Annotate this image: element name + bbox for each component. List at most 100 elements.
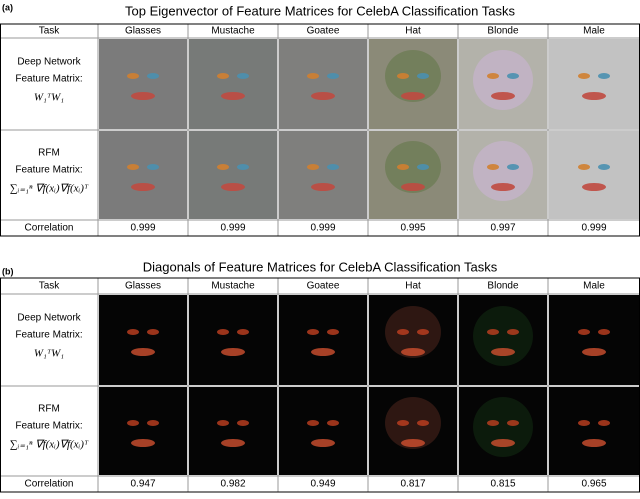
image-blob <box>397 164 409 170</box>
correlation-value: 0.999 <box>130 223 155 234</box>
formula: W₁ᵀW₁ <box>34 348 64 360</box>
image-blob <box>147 164 159 170</box>
correlation-value: 0.949 <box>310 479 335 490</box>
image-blob <box>131 183 155 191</box>
image-blob <box>473 141 533 201</box>
row-label: Deep Network <box>17 57 81 68</box>
image-blob <box>217 73 229 79</box>
image-blob <box>385 50 441 102</box>
feature-image <box>549 131 639 219</box>
image-blob <box>578 329 590 335</box>
image-blob <box>487 164 499 170</box>
feature-image <box>189 131 277 219</box>
image-blob <box>217 420 229 426</box>
correlation-value: 0.999 <box>220 223 245 234</box>
image-blob <box>507 420 519 426</box>
image-blob <box>131 92 155 100</box>
image-blob <box>131 439 155 447</box>
image-blob <box>385 397 441 449</box>
image-blob <box>237 164 249 170</box>
image-blob <box>401 348 425 356</box>
formula: W₁ᵀW₁ <box>34 92 64 104</box>
feature-image <box>279 387 367 475</box>
image-blob <box>507 329 519 335</box>
image-blob <box>582 92 606 100</box>
feature-image <box>99 387 187 475</box>
column-header: Blonde <box>487 26 519 37</box>
image-blob <box>311 439 335 447</box>
image-blob <box>237 329 249 335</box>
image-blob <box>598 73 610 79</box>
feature-image <box>189 39 277 129</box>
image-blob <box>582 183 606 191</box>
row-label: Feature Matrix: <box>15 330 82 341</box>
image-blob <box>307 164 319 170</box>
image-blob <box>221 183 245 191</box>
image-blob <box>401 439 425 447</box>
feature-image <box>279 39 367 129</box>
feature-image <box>189 295 277 385</box>
column-header: Goatee <box>307 26 340 37</box>
image-blob <box>417 73 429 79</box>
feature-image <box>99 39 187 129</box>
image-blob <box>582 348 606 356</box>
feature-image <box>99 295 187 385</box>
image-blob <box>327 329 339 335</box>
feature-image <box>279 295 367 385</box>
image-blob <box>327 73 339 79</box>
column-header: Goatee <box>307 281 340 292</box>
image-blob <box>473 306 533 366</box>
image-blob <box>311 92 335 100</box>
column-header: Hat <box>405 281 421 292</box>
image-blob <box>131 348 155 356</box>
image-blob <box>127 329 139 335</box>
image-blob <box>487 420 499 426</box>
image-blob <box>401 183 425 191</box>
correlation-value: 0.947 <box>130 479 155 490</box>
image-blob <box>598 420 610 426</box>
column-header: Mustache <box>211 26 255 37</box>
feature-image <box>189 387 277 475</box>
image-blob <box>578 164 590 170</box>
column-header: Blonde <box>487 281 519 292</box>
image-blob <box>307 73 319 79</box>
image-blob <box>221 439 245 447</box>
row-label: Deep Network <box>17 313 81 324</box>
image-blob <box>417 164 429 170</box>
image-blob <box>327 164 339 170</box>
correlation-value: 0.999 <box>581 223 606 234</box>
panel-label: (a) <box>2 2 13 12</box>
image-blob <box>397 420 409 426</box>
image-blob <box>397 329 409 335</box>
row-label: RFM <box>38 148 60 159</box>
feature-image <box>279 131 367 219</box>
image-blob <box>507 73 519 79</box>
image-blob <box>487 329 499 335</box>
image-blob <box>307 420 319 426</box>
panel-title: Diagonals of Feature Matrices for CelebA… <box>143 259 498 274</box>
column-header: Task <box>39 281 61 292</box>
feature-image <box>549 39 639 129</box>
image-blob <box>127 420 139 426</box>
row-label: Feature Matrix: <box>15 421 82 432</box>
correlation-value: 0.995 <box>400 223 425 234</box>
image-blob <box>147 73 159 79</box>
image-blob <box>473 397 533 457</box>
column-header: Glasses <box>125 281 161 292</box>
image-blob <box>417 329 429 335</box>
image-blob <box>473 50 533 110</box>
image-blob <box>237 420 249 426</box>
image-blob <box>507 164 519 170</box>
image-blob <box>417 420 429 426</box>
image-blob <box>147 329 159 335</box>
column-header: Hat <box>405 26 421 37</box>
row-label: RFM <box>38 404 60 415</box>
image-blob <box>491 183 515 191</box>
correlation-label: Correlation <box>25 223 74 234</box>
correlation-value: 0.815 <box>490 479 515 490</box>
image-blob <box>311 183 335 191</box>
feature-image <box>549 387 639 475</box>
correlation-value: 0.999 <box>310 223 335 234</box>
correlation-value: 0.965 <box>581 479 606 490</box>
